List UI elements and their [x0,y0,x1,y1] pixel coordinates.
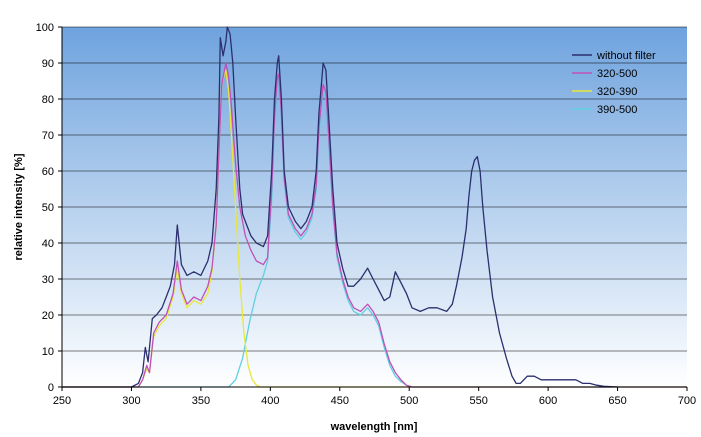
y-axis-ticks: 0 10 20 30 40 50 60 70 80 90 100 [36,22,62,394]
y-tick-label: 40 [42,238,54,250]
legend-label: 390-500 [597,104,637,116]
series-lines [62,26,687,388]
x-tick-label: 300 [122,395,140,407]
legend-label: without filter [596,50,656,62]
series-line [62,62,687,388]
x-tick-label: 250 [53,395,71,407]
legend: without filter 320-500 320-390 390-500 [572,50,656,116]
x-tick-label: 350 [192,395,210,407]
y-tick-label: 20 [42,310,54,322]
x-tick-label: 500 [400,395,418,407]
x-tick-label: 450 [331,395,349,407]
legend-label: 320-500 [597,68,637,80]
y-tick-label: 90 [42,58,54,70]
x-tick-label: 700 [678,395,696,407]
y-tick-label: 30 [42,274,54,286]
y-tick-label: 50 [42,202,54,214]
series-line [62,26,618,388]
x-tick-label: 400 [261,395,279,407]
legend-label: 320-390 [597,86,637,98]
y-tick-label: 0 [48,382,54,394]
y-tick-label: 100 [36,22,54,34]
x-tick-label: 550 [469,395,487,407]
y-axis-title: relative intensity [%] [13,153,25,260]
x-axis-ticks: 250 300 350 400 450 500 550 600 650 700 [53,387,696,407]
y-tick-label: 10 [42,346,54,358]
y-tick-label: 80 [42,94,54,106]
x-axis-title: wavelength [nm] [330,421,418,433]
y-tick-label: 70 [42,130,54,142]
x-tick-label: 650 [608,395,626,407]
x-tick-label: 600 [539,395,557,407]
y-tick-label: 60 [42,166,54,178]
